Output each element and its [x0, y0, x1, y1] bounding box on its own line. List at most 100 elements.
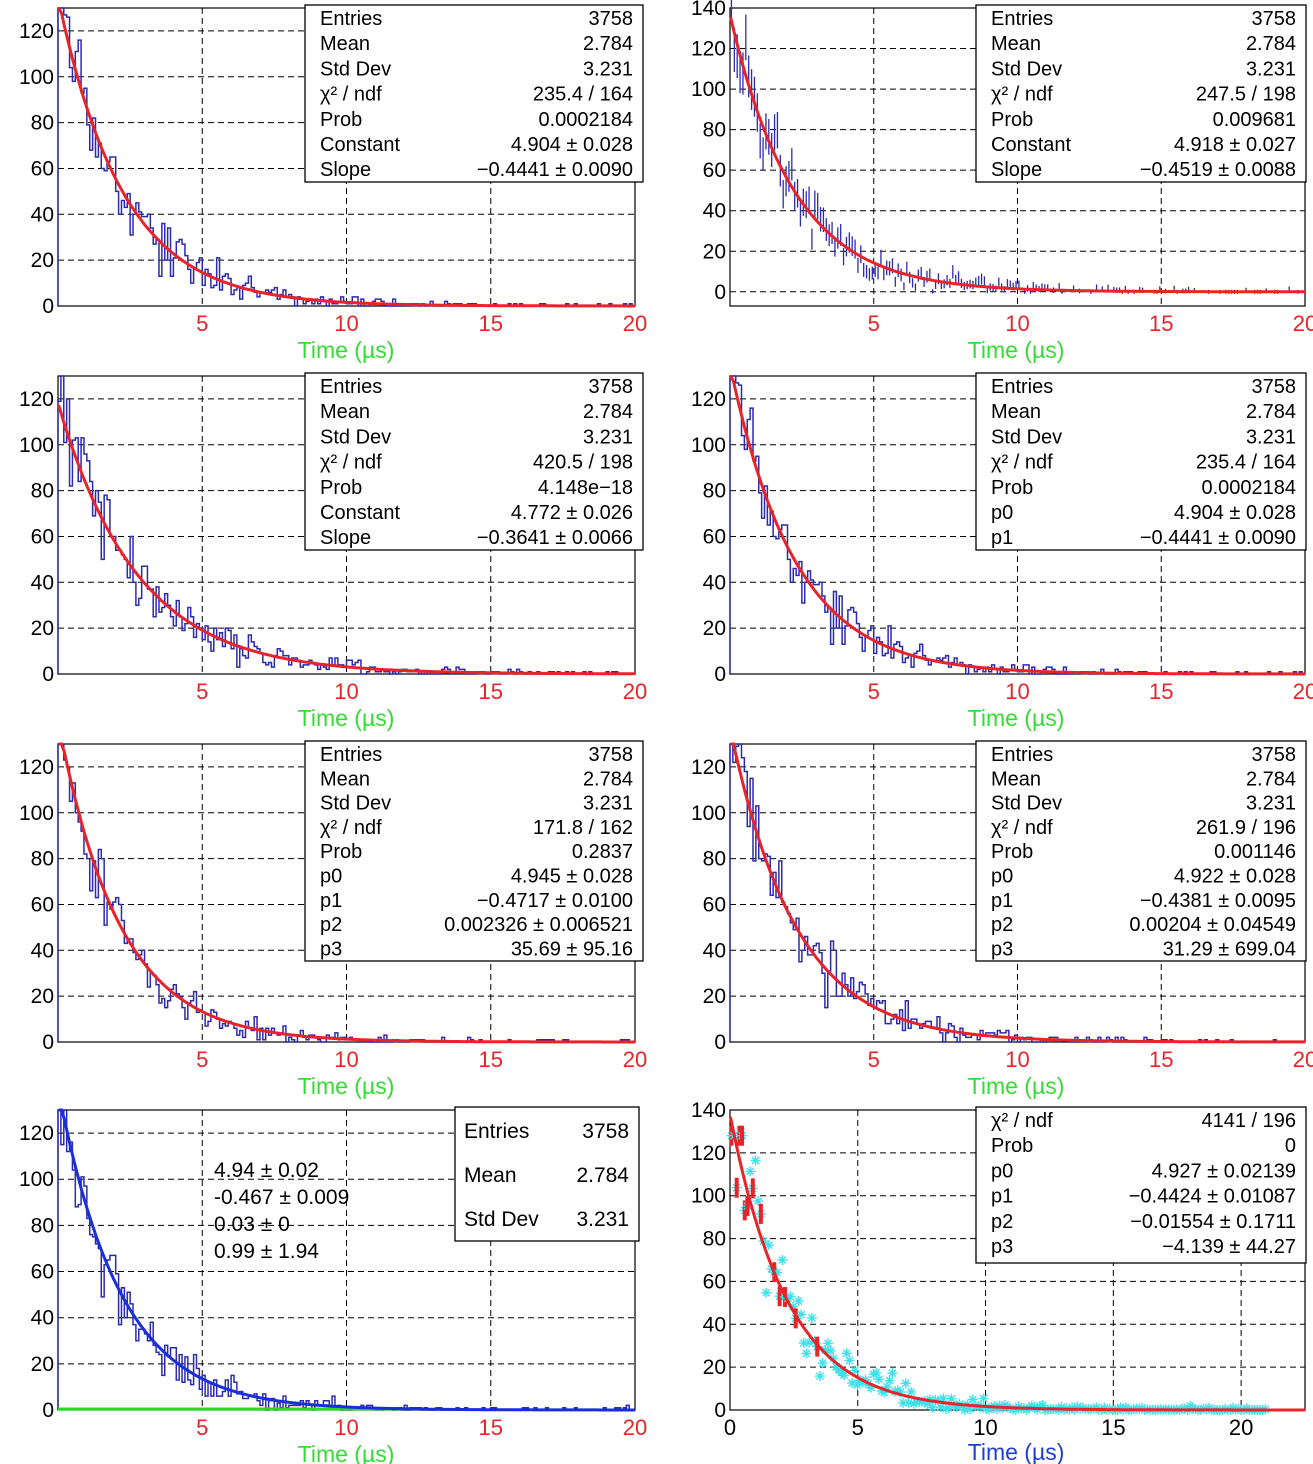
stats-label: Entries: [320, 744, 382, 766]
panel-5: 5 10 15 20 0 20 40 60 80 100 120 Time (µs) Entries 37…: [19, 740, 647, 1099]
stats-label: χ² / ndf: [991, 452, 1053, 474]
stats-label: χ² / ndf: [320, 452, 382, 474]
stats-box: [975, 740, 1307, 962]
data-point-marker: [753, 1196, 764, 1207]
y-tick-label: 40: [31, 203, 54, 226]
stats-label: p3: [320, 938, 342, 960]
y-tick-label: 40: [31, 571, 54, 594]
y-tick-label: 20: [31, 617, 54, 640]
stats-value: 0.009681: [1213, 109, 1296, 131]
y-tick-label: 20: [31, 1353, 54, 1376]
stats-value: 2.784: [576, 1164, 629, 1187]
stats-box: [975, 4, 1307, 183]
stats-value: 0.0002184: [538, 109, 633, 131]
stats-label: Entries: [991, 744, 1053, 766]
x-tick-label: 10: [334, 1415, 358, 1440]
panel-3: 5 10 15 20 0 20 40 60 80 100 120 Time (µs) Entries 37…: [19, 372, 647, 731]
y-tick-label: 140: [691, 1099, 726, 1122]
y-tick-label: 60: [703, 525, 726, 548]
stats-label: Constant: [320, 134, 400, 156]
stats-value: 0: [1285, 1135, 1296, 1157]
y-tick-label: 20: [703, 1356, 726, 1379]
stats-label: p2: [991, 914, 1013, 936]
stats-value: 171.8 / 162: [533, 817, 633, 839]
data-point-marker: [849, 1365, 860, 1376]
stats-label: p1: [991, 527, 1013, 549]
stats-label: χ² / ndf: [991, 817, 1053, 839]
stats-value: 4141 / 196: [1201, 1110, 1296, 1132]
x-tick-label: 5: [196, 1415, 208, 1440]
x-tick-label: 20: [623, 1047, 647, 1072]
y-tick-label: 120: [19, 756, 54, 779]
stats-value: 3758: [589, 744, 634, 766]
data-point-marker: [761, 1287, 772, 1298]
x-axis-title: Time (µs): [298, 1073, 395, 1099]
stats-label: χ² / ndf: [320, 817, 382, 839]
x-tick-label: 5: [868, 311, 880, 336]
fit-curve: [58, 1108, 635, 1412]
data-point-marker: [817, 1358, 828, 1369]
stats-value: −0.01554 ± 0.1711: [1130, 1211, 1296, 1233]
y-tick-label: 100: [691, 1185, 726, 1208]
stats-value: 4.922 ± 0.028: [1174, 866, 1296, 888]
stats-value: 31.29 ± 699.04: [1163, 938, 1296, 960]
y-tick-label: 80: [703, 480, 726, 503]
stats-value: 247.5 / 198: [1196, 84, 1296, 106]
y-tick-label: 60: [31, 1261, 54, 1284]
x-tick-label: 15: [1149, 311, 1173, 336]
y-tick-label: 80: [31, 480, 54, 503]
stats-value: 35.69 ± 95.16: [511, 938, 633, 960]
data-point-marker: [825, 1345, 836, 1356]
data-point-marker: [806, 1313, 817, 1324]
stats-value: 2.784: [583, 401, 633, 423]
stats-label: Mean: [991, 401, 1041, 423]
x-tick-label: 10: [1005, 679, 1029, 704]
data-point-marker: [873, 1374, 884, 1385]
stats-label: Entries: [320, 376, 382, 398]
y-tick-label: 60: [703, 159, 726, 182]
stats-value: −0.3641 ± 0.0066: [477, 527, 633, 549]
stats-label: χ² / ndf: [991, 1110, 1053, 1132]
fit-parameter-annotation: 4.94 ± 0.02: [214, 1159, 319, 1182]
fit-curve: [58, 742, 635, 1044]
stats-label: p0: [991, 1160, 1013, 1182]
x-axis-title: Time (µs): [298, 705, 395, 731]
stats-value: 0.0002184: [1201, 477, 1296, 499]
stats-value: 3.231: [1246, 58, 1296, 80]
data-point-marker: [906, 1386, 917, 1397]
stats-value: 0.2837: [572, 841, 633, 863]
data-point-marker: [839, 1370, 850, 1381]
x-axis-title: Time (µs): [968, 1073, 1065, 1099]
panel-8: 0 5 10 15 20 0 20 40 60 80 100 120 140 Time (µs) χ² / …: [691, 1099, 1307, 1464]
y-tick-label: 120: [19, 1122, 54, 1145]
x-tick-label: 10: [1005, 1047, 1029, 1072]
fit-parameter-annotation: 0.99 ± 1.94: [214, 1240, 319, 1263]
stats-value: 4.918 ± 0.027: [1174, 134, 1296, 156]
x-tick-label: 10: [334, 679, 358, 704]
stats-value: 2.784: [583, 768, 633, 790]
y-tick-label: 60: [31, 525, 54, 548]
x-axis-title: Time (µs): [968, 337, 1065, 363]
y-tick-label: 80: [703, 119, 726, 142]
stats-value: 3.231: [583, 426, 633, 448]
stats-value: 3.231: [576, 1208, 629, 1231]
stats-value: 3.231: [1246, 426, 1296, 448]
stats-label: p0: [991, 502, 1013, 524]
stats-value: 2.784: [1246, 401, 1296, 423]
y-tick-label: 80: [703, 1228, 726, 1251]
stats-label: Constant: [991, 134, 1071, 156]
stats-value: −0.4717 ± 0.0100: [477, 890, 633, 912]
stats-box: [454, 1106, 640, 1242]
y-tick-label: 80: [703, 848, 726, 871]
stats-label: Entries: [991, 8, 1053, 30]
panel-1: 5 10 15 20 0 20 40 60 80 100 120 Time (µs) Entries 37…: [19, 4, 647, 363]
stats-value: 0.001146: [1214, 841, 1296, 863]
y-tick-label: 100: [19, 66, 54, 89]
stats-value: 4.148e−18: [538, 477, 633, 499]
fit-curve: [730, 742, 1305, 1044]
stats-value: 0.00204 ± 0.04549: [1129, 914, 1296, 936]
y-tick-label: 140: [691, 0, 726, 20]
x-tick-label: 10: [973, 1415, 997, 1440]
data-point-marker: [844, 1355, 855, 1366]
